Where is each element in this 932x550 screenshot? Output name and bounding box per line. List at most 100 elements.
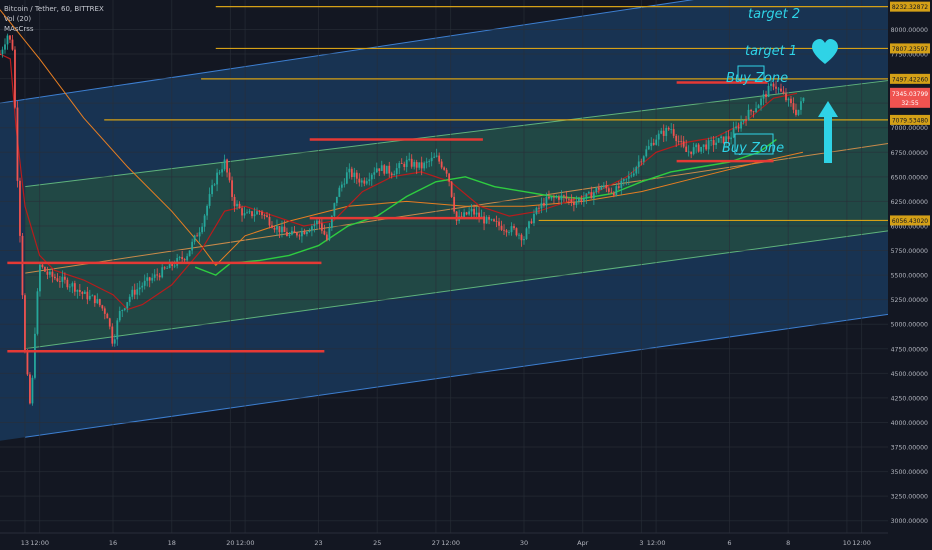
candle-body bbox=[428, 161, 431, 162]
candle-body bbox=[620, 180, 623, 188]
price-tick-label: 6000.00000 bbox=[891, 223, 928, 230]
candle-body bbox=[792, 103, 795, 110]
candle-body bbox=[483, 216, 485, 224]
candle-body bbox=[420, 162, 423, 169]
indicator-label: MAsCrss bbox=[4, 25, 34, 33]
candle-body bbox=[101, 305, 104, 309]
candle-body bbox=[136, 289, 139, 295]
candle-body bbox=[498, 221, 500, 226]
candle-body bbox=[423, 162, 426, 169]
time-tick-label: 8 bbox=[786, 539, 790, 547]
candle-body bbox=[440, 161, 443, 168]
candle-body bbox=[787, 98, 790, 101]
candle-body bbox=[328, 227, 331, 240]
candle-body bbox=[563, 195, 565, 197]
candle-body bbox=[243, 213, 246, 216]
candle-body bbox=[216, 172, 218, 185]
candle-body bbox=[737, 126, 740, 129]
candle-body bbox=[777, 88, 780, 90]
candle-body bbox=[625, 178, 628, 180]
candle-body bbox=[470, 208, 473, 212]
candle-body bbox=[26, 352, 29, 375]
candle-body bbox=[448, 173, 451, 182]
candle-body bbox=[39, 264, 41, 292]
price-tick-label: 3250.00000 bbox=[891, 494, 928, 501]
candle-body bbox=[610, 191, 613, 193]
candle-body bbox=[725, 136, 728, 144]
price-tick-label: 4250.00000 bbox=[891, 395, 928, 402]
candle-body bbox=[468, 211, 470, 215]
price-level-tag bbox=[890, 73, 930, 84]
candle-body bbox=[455, 211, 458, 221]
price-tick-label: 6250.00000 bbox=[891, 199, 928, 206]
candle-body bbox=[350, 168, 353, 177]
target-2-label: target 2 bbox=[748, 7, 800, 22]
candle-body bbox=[665, 127, 668, 136]
candle-body bbox=[572, 202, 575, 205]
candle-body bbox=[131, 289, 134, 297]
candle-body bbox=[632, 173, 635, 176]
candle-body bbox=[263, 215, 266, 216]
candle-body bbox=[393, 173, 396, 176]
candle-body bbox=[9, 35, 11, 40]
candle-body bbox=[772, 83, 775, 87]
candle-body bbox=[533, 213, 535, 224]
candle-body bbox=[560, 195, 563, 200]
candle-body bbox=[538, 207, 540, 209]
time-axis[interactable]: 13 12:00 16 18 20 12:00 23 25 27 12:00 30 Apr 3 12:00… bbox=[0, 532, 888, 550]
candle-body bbox=[607, 188, 610, 192]
candle-body bbox=[508, 232, 510, 233]
candle-body bbox=[802, 97, 805, 102]
candle-body bbox=[493, 219, 495, 222]
price-axis[interactable]: 3000.00000 3250.00000 3500.00000 3750.00000… bbox=[888, 0, 932, 550]
grid-layer bbox=[0, 0, 888, 533]
price-tick-label: 8000.00000 bbox=[891, 27, 928, 34]
candle-body bbox=[735, 126, 737, 129]
candle-body bbox=[408, 158, 411, 160]
candle-body bbox=[83, 291, 86, 294]
candle-body bbox=[46, 271, 49, 275]
candle-body bbox=[523, 239, 525, 241]
candle-body bbox=[415, 162, 418, 168]
candle-body bbox=[311, 226, 313, 231]
candle-body bbox=[430, 157, 433, 162]
candle-body bbox=[191, 241, 194, 251]
candle-body bbox=[24, 295, 26, 353]
candle-body bbox=[385, 165, 388, 174]
chart-legend: Bitcoin / Tether, 60, BITTREX Vol (20) M… bbox=[4, 4, 104, 34]
candle-body bbox=[231, 180, 233, 197]
candle-body bbox=[358, 178, 361, 183]
candle-body bbox=[732, 128, 735, 138]
candle-body bbox=[525, 228, 528, 240]
candle-body bbox=[78, 289, 81, 292]
candle-body bbox=[31, 377, 34, 404]
candle-body bbox=[58, 281, 61, 282]
candle-body bbox=[281, 226, 283, 233]
candle-body bbox=[296, 232, 298, 236]
candle-body bbox=[21, 235, 24, 296]
time-tick-label: 13 bbox=[21, 539, 29, 547]
price-level-tag-label: 6056.43020 bbox=[892, 218, 928, 225]
candle-body bbox=[226, 159, 228, 173]
candle-body bbox=[553, 196, 555, 198]
candle-body bbox=[650, 142, 653, 147]
candle-body bbox=[682, 141, 685, 147]
candle-body bbox=[390, 173, 393, 176]
candle-body bbox=[680, 141, 683, 142]
current-price-tag bbox=[890, 87, 930, 108]
candle-body bbox=[355, 172, 358, 179]
candle-body bbox=[635, 167, 638, 174]
candle-body bbox=[775, 86, 777, 89]
candle-body bbox=[16, 107, 19, 181]
candle-body bbox=[785, 93, 787, 101]
candle-body bbox=[510, 226, 513, 233]
time-tick-label: 23 bbox=[314, 539, 322, 547]
candle-body bbox=[66, 279, 69, 288]
candle-body bbox=[750, 109, 752, 112]
candle-body bbox=[340, 184, 343, 188]
candle-body bbox=[103, 308, 106, 314]
candle-body bbox=[221, 169, 223, 173]
candle-body bbox=[51, 271, 54, 277]
ma-orange-line bbox=[0, 9, 804, 267]
